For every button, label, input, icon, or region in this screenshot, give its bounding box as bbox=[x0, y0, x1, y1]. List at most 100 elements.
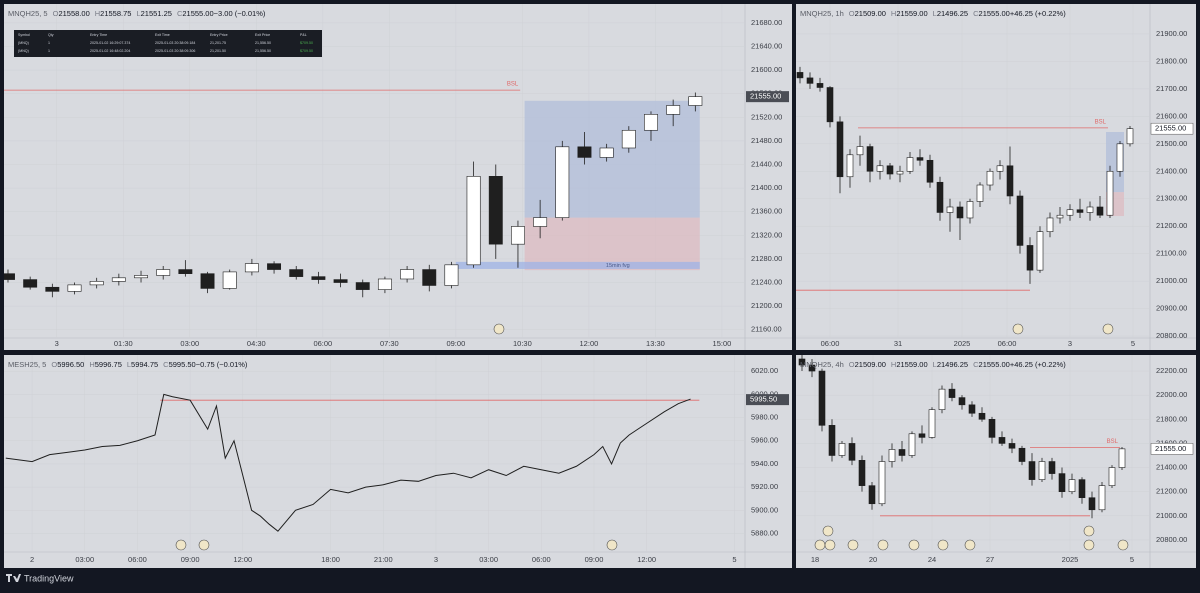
event-icon[interactable] bbox=[814, 539, 826, 551]
y-tick-label: 21600.00 bbox=[1156, 111, 1187, 120]
candle-body bbox=[1098, 485, 1106, 511]
header-field: O bbox=[51, 360, 57, 369]
event-icon[interactable] bbox=[824, 539, 836, 551]
y-tick-label: 21480.00 bbox=[751, 136, 782, 145]
candle-body bbox=[577, 146, 592, 158]
event-icon[interactable] bbox=[937, 539, 949, 551]
x-tick-label: 12:00 bbox=[233, 555, 252, 564]
footer-bar bbox=[0, 570, 1200, 588]
event-icon[interactable] bbox=[606, 539, 618, 551]
candle-body bbox=[1108, 467, 1116, 486]
candle-body bbox=[1016, 195, 1024, 246]
event-icon[interactable] bbox=[964, 539, 976, 551]
chart-panel: BSL 20800.00 20900.00 21000.00 21100.00 21200… bbox=[796, 4, 1196, 350]
candle-body bbox=[906, 157, 914, 172]
table-cell: 2025-01-02 16:29:07.374 bbox=[90, 41, 130, 45]
y-tick-label: 21400.00 bbox=[1156, 463, 1187, 472]
event-icon[interactable] bbox=[822, 525, 834, 537]
chart-header: MNQH25, 5 O21558.00 H21558.75 L21551.25 C215… bbox=[8, 9, 266, 18]
event-icon[interactable] bbox=[1117, 539, 1129, 551]
candle-body bbox=[644, 114, 658, 131]
event-icon[interactable] bbox=[1083, 525, 1095, 537]
x-tick-label: 03:00 bbox=[479, 555, 498, 564]
bsl-label: BSL bbox=[507, 82, 519, 88]
chart-header: MESH25, 5 O5996.50 H5996.75 L5994.75 C5995.5… bbox=[8, 360, 248, 369]
table-header: Entry Price bbox=[210, 33, 228, 37]
candle-body bbox=[555, 146, 570, 218]
candle-body bbox=[828, 425, 836, 456]
event-icons bbox=[175, 323, 1129, 551]
header-field: −3.00 (−0.01%) bbox=[214, 9, 266, 18]
y-tick-label: 5960.00 bbox=[751, 436, 778, 445]
candle-body bbox=[808, 364, 816, 372]
header-field: H bbox=[95, 9, 100, 18]
table-cell: 21,201.50 bbox=[210, 49, 226, 53]
candle-body bbox=[848, 443, 856, 461]
last-price-label: 21555.00 bbox=[1155, 124, 1186, 133]
header-field: O bbox=[849, 9, 855, 18]
x-tick-label: 09:00 bbox=[181, 555, 200, 564]
header-field: L bbox=[136, 9, 140, 18]
candle-body bbox=[1046, 217, 1054, 233]
event-icon[interactable] bbox=[847, 539, 859, 551]
x-tick-label: 21:00 bbox=[374, 555, 393, 564]
candle-body bbox=[4, 273, 15, 280]
event-icon[interactable] bbox=[1083, 539, 1095, 551]
y-tick-label: 21400.00 bbox=[1156, 166, 1187, 175]
header-field: −0.75 (−0.01%) bbox=[196, 360, 248, 369]
x-tick-label: 06:00 bbox=[532, 555, 551, 564]
candle-body bbox=[996, 165, 1004, 172]
y-tick-label: 22200.00 bbox=[1156, 366, 1187, 375]
chart-panel: 15min fvg BSL 21160.00 21200.00 21240.00 2128… bbox=[4, 4, 792, 350]
candle-body bbox=[621, 129, 636, 149]
candle-body bbox=[988, 418, 996, 438]
candle-body bbox=[666, 105, 681, 115]
candle-body bbox=[966, 201, 974, 219]
panel-bg bbox=[4, 355, 792, 568]
header-field: 5995.50 bbox=[169, 360, 196, 369]
x-tick-label: 27 bbox=[986, 555, 994, 564]
candle-body bbox=[1126, 128, 1134, 145]
candle-body bbox=[886, 165, 894, 175]
candle-body bbox=[1096, 206, 1104, 216]
candle-body bbox=[948, 388, 956, 398]
candle-body bbox=[898, 449, 906, 456]
table-cell: 21,556.50 bbox=[255, 41, 271, 45]
event-icon[interactable] bbox=[1012, 323, 1024, 335]
header-field: C bbox=[973, 9, 979, 18]
y-tick-label: 21200.00 bbox=[751, 301, 782, 310]
candle-body bbox=[23, 279, 38, 288]
event-icon[interactable] bbox=[877, 539, 889, 551]
y-tick-label: 5900.00 bbox=[751, 505, 778, 514]
candle-body bbox=[533, 217, 548, 227]
y-tick-label: 21800.00 bbox=[1156, 414, 1187, 423]
candle-body bbox=[311, 276, 326, 280]
candle-body bbox=[599, 147, 614, 158]
candle-body bbox=[798, 358, 806, 366]
event-icon[interactable] bbox=[198, 539, 210, 551]
fvg-label: 15min fvg bbox=[606, 263, 630, 269]
candle-body bbox=[998, 437, 1006, 444]
candle-body bbox=[156, 269, 171, 276]
header-field: 21555.00 bbox=[979, 9, 1010, 18]
candle-body bbox=[818, 370, 826, 426]
y-tick-label: 21700.00 bbox=[1156, 84, 1187, 93]
event-icon[interactable] bbox=[908, 539, 920, 551]
event-icon[interactable] bbox=[493, 323, 505, 335]
candle-body bbox=[816, 83, 824, 88]
x-tick-label: 2025 bbox=[1062, 555, 1079, 564]
candle-body bbox=[1036, 231, 1044, 271]
event-icon[interactable] bbox=[175, 539, 187, 551]
last-price-label: 5995.50 bbox=[750, 395, 777, 404]
candle-body bbox=[938, 388, 946, 410]
header-field: H bbox=[891, 360, 896, 369]
candle-body bbox=[244, 263, 259, 273]
y-tick-label: 21300.00 bbox=[1156, 194, 1187, 203]
plot-area: 15min fvg BSL bbox=[4, 4, 745, 338]
header-field: L bbox=[933, 9, 937, 18]
event-icon[interactable] bbox=[1102, 323, 1114, 335]
x-tick-label: 13:30 bbox=[646, 339, 665, 348]
plot-area bbox=[4, 355, 745, 552]
candle-body bbox=[1116, 143, 1124, 172]
